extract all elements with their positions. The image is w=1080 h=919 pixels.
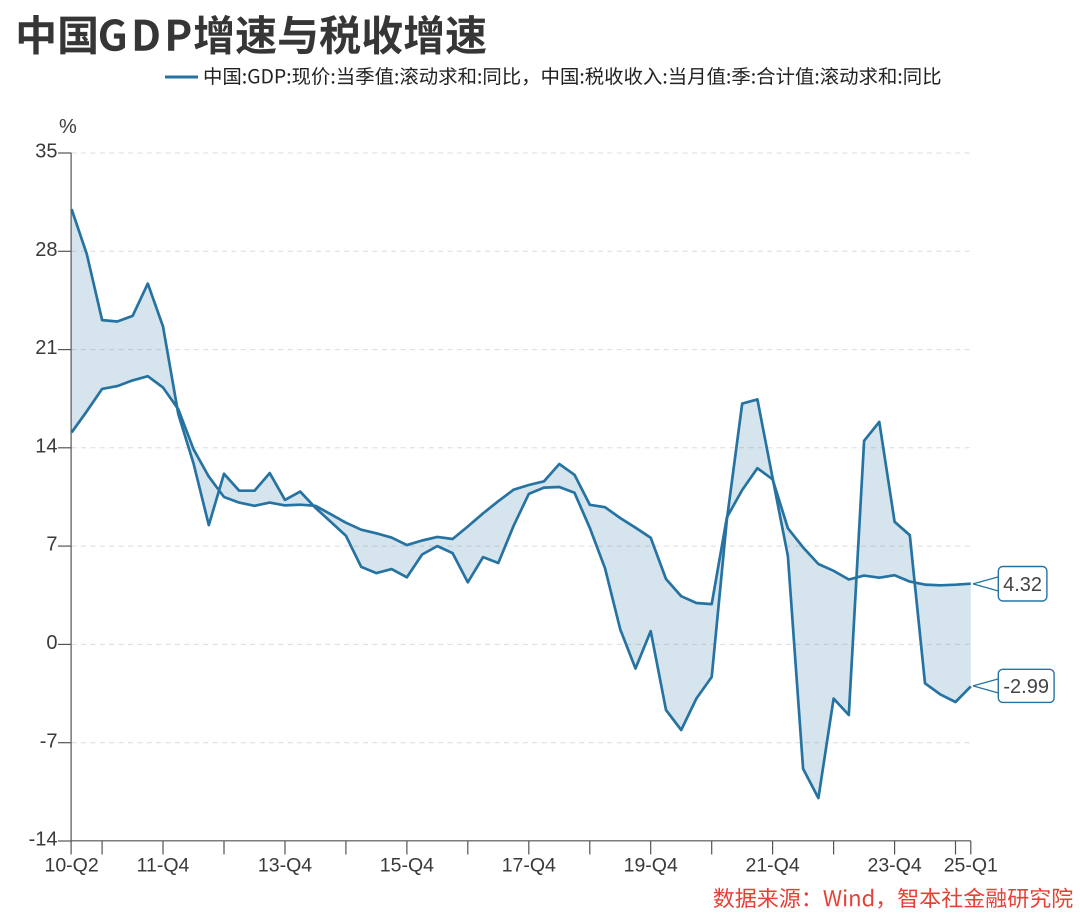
svg-text:17-Q4: 17-Q4 (502, 855, 556, 877)
svg-text:0: 0 (46, 632, 57, 654)
svg-text:28: 28 (35, 239, 57, 261)
svg-text:11-Q4: 11-Q4 (137, 855, 190, 877)
svg-text:-2.99: -2.99 (1003, 676, 1049, 698)
svg-text:-7: -7 (40, 730, 58, 752)
svg-text:15-Q4: 15-Q4 (380, 855, 434, 877)
svg-text:14: 14 (35, 435, 57, 457)
svg-text:7: 7 (46, 534, 57, 556)
svg-text:23-Q4: 23-Q4 (867, 855, 921, 877)
svg-text:19-Q4: 19-Q4 (624, 855, 678, 877)
svg-text:-14: -14 (29, 829, 58, 851)
svg-text:21: 21 (35, 337, 57, 359)
svg-text:4.32: 4.32 (1003, 574, 1042, 596)
svg-text:10-Q2: 10-Q2 (44, 855, 98, 877)
svg-text:13-Q4: 13-Q4 (258, 855, 312, 877)
svg-text:25-Q1: 25-Q1 (944, 855, 998, 877)
svg-text:35: 35 (35, 141, 57, 163)
svg-text:21-Q4: 21-Q4 (745, 855, 799, 877)
svg-text:%: % (59, 116, 77, 138)
